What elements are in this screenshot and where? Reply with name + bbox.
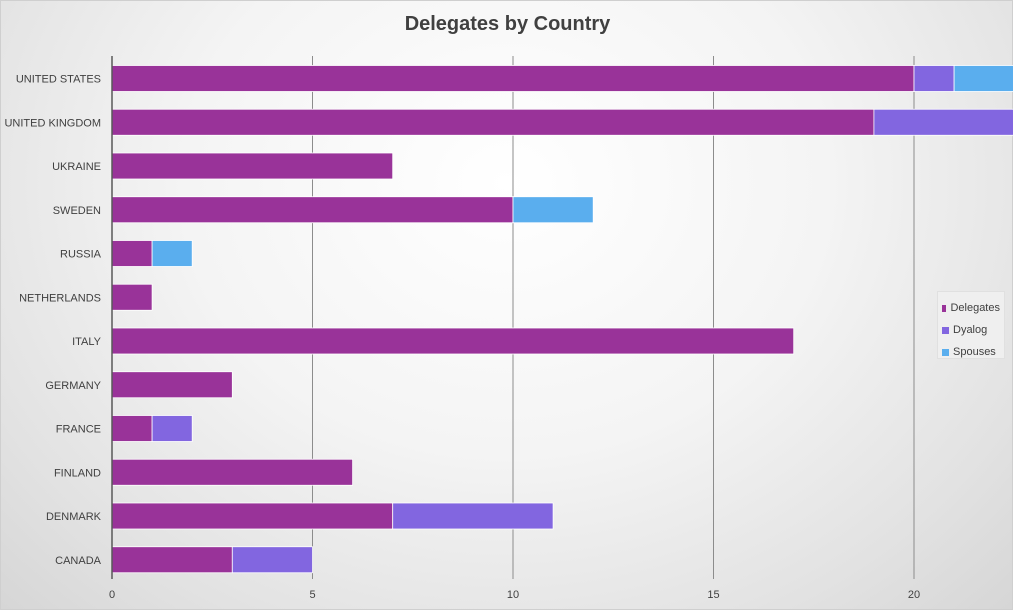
bar-delegates: [111, 371, 233, 399]
bar-dyalog: [913, 65, 955, 92]
chart-title: Delegates by Country: [404, 13, 611, 35]
x-tick-label: 10: [507, 589, 519, 601]
bar-dyalog: [392, 502, 554, 530]
legend-swatch: [942, 348, 949, 356]
bar-delegates: [111, 502, 394, 530]
legend: Delegates Dyalog Spouses: [937, 291, 1005, 359]
bar-delegates: [111, 108, 875, 136]
legend-label: Spouses: [953, 346, 996, 358]
bar-dyalog: [873, 108, 1013, 136]
category-label: UNITED KINGDOM: [4, 117, 101, 129]
bar-delegates: [111, 65, 915, 92]
legend-swatch: [942, 326, 949, 334]
bar-delegates: [111, 240, 153, 267]
legend-item: Delegates: [942, 297, 1000, 319]
category-label: UKRAINE: [52, 161, 101, 173]
bar-delegates: [111, 546, 233, 574]
bar-delegates: [111, 196, 514, 224]
bar-dyalog: [231, 546, 313, 574]
x-tick-label: 5: [309, 589, 315, 601]
category-label: FRANCE: [56, 424, 101, 436]
bar-delegates: [111, 327, 795, 355]
category-label: NETHERLANDS: [19, 292, 101, 304]
legend-label: Dyalog: [953, 324, 988, 336]
category-label: FINLAND: [54, 467, 101, 479]
bar-delegates: [111, 152, 394, 180]
x-tick-label: 20: [908, 589, 920, 601]
bar-delegates: [111, 283, 153, 311]
legend-item: Spouses: [942, 341, 1000, 363]
category-label: GERMANY: [45, 380, 101, 392]
category-label: ITALY: [72, 336, 102, 348]
bar-spouses: [953, 65, 1013, 92]
category-label: UNITED STATES: [16, 74, 101, 86]
legend-label: Delegates: [950, 302, 1000, 314]
bar-spouses: [151, 240, 193, 267]
x-tick-label: 0: [109, 589, 115, 601]
bar-delegates: [111, 415, 153, 442]
x-tick-label: 15: [707, 589, 719, 601]
category-label: CANADA: [55, 555, 102, 567]
legend-swatch: [942, 304, 947, 312]
bar-dyalog: [151, 415, 193, 442]
category-label: RUSSIA: [60, 249, 102, 261]
category-label: SWEDEN: [53, 205, 101, 217]
legend-item: Dyalog: [942, 319, 1000, 341]
category-label: DENMARK: [46, 511, 102, 523]
bar-spouses: [512, 196, 594, 224]
bar-delegates: [111, 458, 354, 486]
